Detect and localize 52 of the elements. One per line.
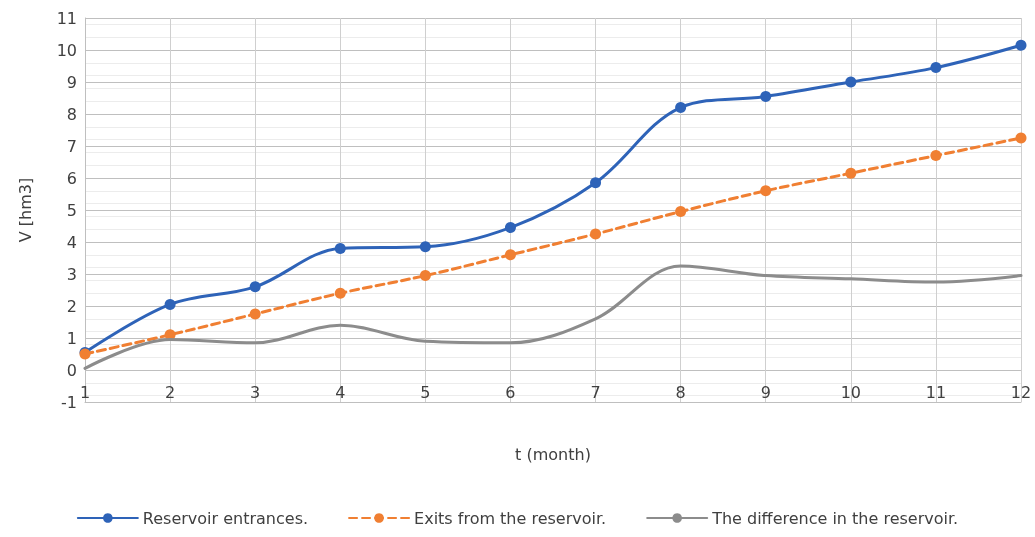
point: [845, 76, 857, 88]
line-series: [83, 264, 1023, 370]
x-tick-label: 4: [335, 382, 346, 402]
y-axis-title: V [hm3]: [15, 177, 35, 243]
y-tick-label: 7: [66, 136, 77, 156]
point: [760, 90, 772, 102]
point: [1015, 132, 1027, 144]
x-tick-label: 6: [505, 382, 516, 402]
point: [845, 167, 857, 179]
point: [249, 308, 261, 320]
y-tick-label: 0: [66, 360, 77, 380]
point: [504, 222, 516, 234]
point: [675, 206, 687, 218]
y-tick-label: 8: [66, 104, 77, 124]
x-tick-label: 10: [840, 382, 861, 402]
x-tick-label: 8: [675, 382, 686, 402]
point: [419, 270, 431, 282]
point: [249, 281, 261, 293]
point: [419, 241, 431, 253]
point: [334, 242, 346, 254]
x-tick-label: 3: [250, 382, 261, 402]
y-tick-label: 1: [66, 328, 77, 348]
legend-label: The difference in the reservoir.: [711, 508, 959, 528]
point: [504, 249, 516, 261]
legend-label: Exits from the reservoir.: [414, 508, 607, 528]
point: [675, 102, 687, 114]
y-tick-label: 3: [66, 264, 77, 284]
point: [760, 185, 772, 197]
x-axis-title: t (month): [515, 444, 591, 464]
point: [590, 228, 602, 240]
y-tick-label: 4: [66, 232, 77, 252]
point: [590, 177, 602, 189]
y-tick-label: 10: [56, 40, 77, 60]
y-tick-label: 11: [56, 8, 77, 28]
point: [164, 298, 176, 310]
y-tick-label: 6: [66, 168, 77, 188]
point: [930, 150, 942, 162]
y-tick-label: -1: [61, 392, 77, 412]
x-tick-label: 7: [590, 382, 601, 402]
legend-label: Reservoir entrances.: [142, 508, 309, 528]
point: [930, 62, 942, 74]
y-tick-label: 9: [66, 72, 77, 92]
x-tick-label: 1: [79, 382, 91, 402]
x-tick-label: 11: [925, 382, 947, 402]
y-tick-label: 2: [66, 296, 77, 316]
point: [1015, 39, 1027, 51]
x-tick-label: 9: [760, 382, 771, 402]
y-tick-label: 5: [66, 200, 77, 220]
x-tick-label: 2: [165, 382, 176, 402]
x-tick-label: 12: [1010, 382, 1032, 402]
point: [334, 287, 346, 299]
x-tick-label: 5: [420, 382, 431, 402]
